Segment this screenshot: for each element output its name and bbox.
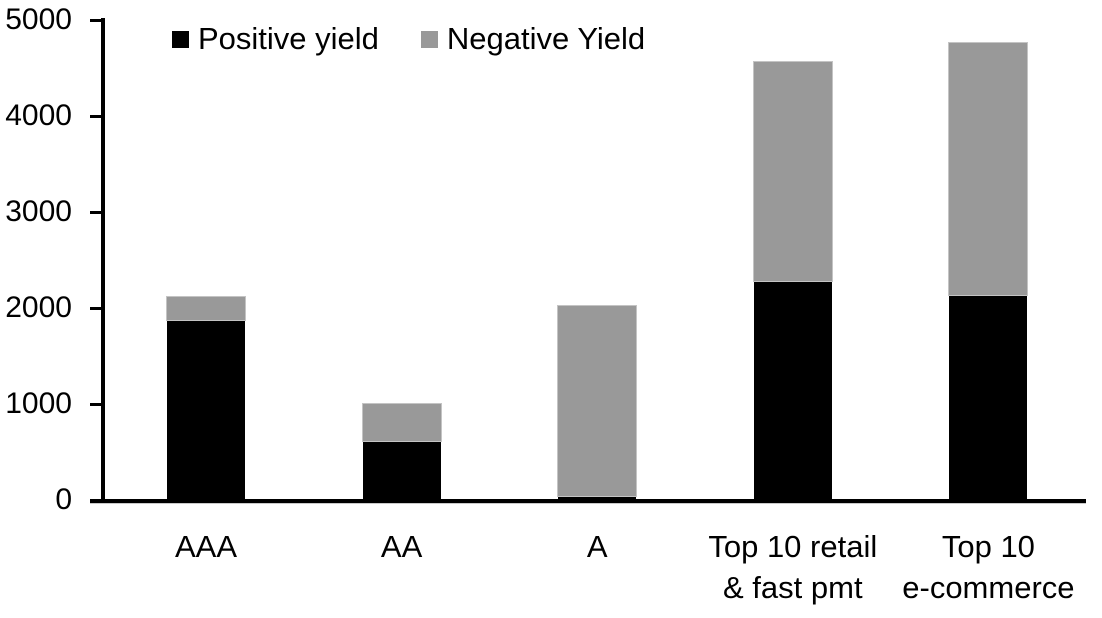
y-tick-mark-3000 <box>90 210 102 214</box>
y-tick-mark-5000 <box>90 18 102 22</box>
y-tick-label-3000: 3000 <box>5 195 72 228</box>
x-axis-line <box>90 499 1086 504</box>
x-category-label-top-10-e-commerce: Top 10 e-commerce <box>902 529 1075 605</box>
legend-label-negative: Negative Yield <box>446 21 646 56</box>
y-tick-label-1000: 1000 <box>5 387 72 420</box>
chart-legend: Positive yield Negative Yield <box>172 22 645 56</box>
bar-negative-top-10-e-commerce <box>949 43 1028 295</box>
bar-positive-a <box>558 496 637 500</box>
y-axis-line <box>101 18 105 503</box>
y-tick-label-2000: 2000 <box>5 291 72 324</box>
bar-negative-aa <box>362 404 441 442</box>
x-category-label-a: A <box>586 529 608 564</box>
x-category-label-top-10-retail-fast-pmt: Top 10 retail & fast pmt <box>708 529 878 605</box>
y-tick-mark-2000 <box>90 306 102 310</box>
bar-negative-a <box>558 306 637 497</box>
bar-positive-aaa <box>167 319 245 500</box>
y-tick-label-4000: 4000 <box>5 99 72 132</box>
bar-positive-top-10-retail-fast-pmt <box>753 281 832 500</box>
y-tick-mark-4000 <box>90 114 102 118</box>
bar-negative-top-10-retail-fast-pmt <box>753 62 832 282</box>
y-tick-label-5000: 5000 <box>5 3 72 36</box>
bar-negative-aaa <box>167 297 245 320</box>
legend-swatch-positive-icon <box>172 30 189 48</box>
legend-item-positive-yield: Positive yield <box>172 22 379 56</box>
legend-item-negative-yield: Negative Yield <box>420 21 646 56</box>
bar-positive-aa <box>362 441 441 500</box>
y-tick-label-0: 0 <box>55 483 72 516</box>
legend-label-positive: Positive yield <box>198 21 379 56</box>
bar-positive-top-10-e-commerce <box>949 294 1028 500</box>
legend-swatch-negative-icon <box>420 30 438 48</box>
x-category-label-aa: AA <box>380 529 423 564</box>
x-category-label-aaa: AAA <box>174 529 238 564</box>
y-tick-mark-1000 <box>90 402 102 406</box>
